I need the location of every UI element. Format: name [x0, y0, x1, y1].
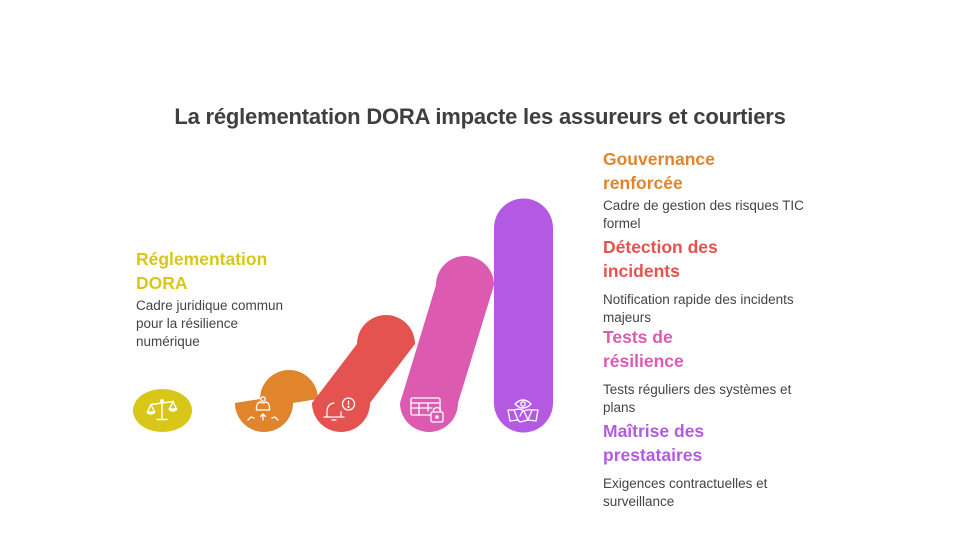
- heading: Détection des incidents: [603, 237, 718, 281]
- description: Exigences contractuelles et surveillance: [603, 476, 768, 509]
- description: Cadre de gestion des risques TIC formel: [603, 198, 804, 231]
- label-maitrise-prestataires: Maîtrise des prestataires Exigences cont…: [603, 419, 833, 511]
- step-maitrise-prestataires: [494, 198, 553, 433]
- leadership-arrows-icon: [247, 396, 279, 421]
- heading: Réglementation DORA: [136, 249, 268, 293]
- heading: Tests de résilience: [603, 327, 684, 371]
- step-gouvernance-renforcee: [235, 370, 318, 432]
- balance-scale-icon: [146, 399, 178, 421]
- step-tests-resilience: [400, 256, 494, 432]
- label-detection-incidents: Détection des incidents Notification rap…: [603, 235, 833, 327]
- label-gouvernance-renforcee: Gouvernance renforcée Cadre de gestion d…: [603, 147, 833, 233]
- heading: Maîtrise des prestataires: [603, 421, 705, 465]
- description: Cadre juridique commun pour la résilienc…: [136, 298, 284, 349]
- diagram-title: La réglementation DORA impacte les assur…: [174, 104, 786, 129]
- label-tests-resilience: Tests de résilience Tests réguliers des …: [603, 325, 833, 417]
- description: Tests réguliers des systèmes et plans: [603, 382, 792, 415]
- description: Notification rapide des incidents majeur…: [603, 292, 794, 325]
- heading: Gouvernance renforcée: [603, 149, 715, 193]
- step-reglementation-dora: [133, 389, 192, 432]
- table-lock-icon: [410, 397, 444, 423]
- label-reglementation-dora: Réglementation DORA Cadre juridique comm…: [136, 247, 366, 351]
- eye-handshake-icon: [507, 399, 539, 423]
- step-detection-incidents: [312, 315, 415, 432]
- bell-alert-icon: [323, 397, 356, 421]
